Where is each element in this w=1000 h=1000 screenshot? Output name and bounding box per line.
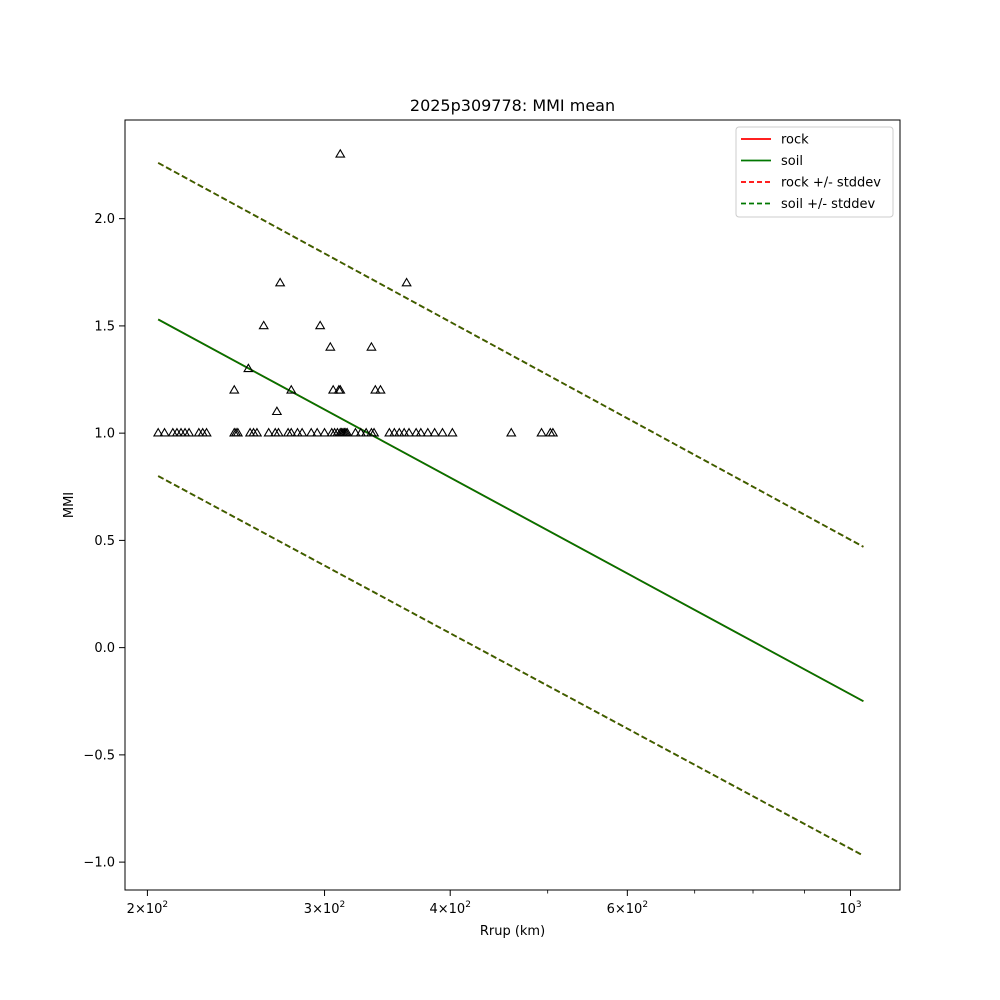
observation-marker [536, 427, 547, 437]
observation-marker [401, 277, 412, 287]
legend-box [735, 126, 894, 218]
observation-marker [403, 427, 415, 437]
observation-marker [286, 384, 297, 394]
x-tick-label: 3×102 [304, 900, 345, 917]
observation-marker [152, 427, 164, 437]
observation-marker [183, 427, 195, 437]
observation-marker [335, 148, 346, 158]
legend: rock soil rock +/- stddev soil +/- stddev [735, 126, 894, 218]
observation-marker [314, 320, 326, 330]
observation-marker [273, 427, 284, 437]
observation-marker [341, 427, 353, 437]
chart-title: 2025p309778: MMI mean [410, 96, 615, 115]
observation-marker [506, 427, 517, 437]
observation-marker [286, 427, 297, 437]
x-axis: 2×102 3×102 4×102 6×102 103 [127, 890, 862, 917]
observation-marker [368, 427, 380, 437]
observation-marker [437, 427, 448, 437]
x-tick-label: 4×102 [429, 900, 470, 917]
x-tick-label: 2×102 [127, 900, 168, 917]
observation-marker [360, 427, 372, 437]
observation-marker [311, 427, 323, 437]
series-line-soil-stddev-lower [157, 475, 864, 857]
observation-marker [271, 406, 283, 416]
plot-area [152, 148, 864, 857]
observation-marker [263, 427, 274, 437]
y-tick-label: 0.5 [94, 534, 115, 549]
observation-marker [375, 384, 386, 394]
observation-marker [335, 384, 346, 394]
observation-marker [389, 427, 400, 437]
observation-marker [258, 320, 269, 330]
observation-marker [547, 427, 559, 437]
legend-label: rock [781, 133, 809, 148]
observation-marker [384, 427, 395, 437]
y-tick-label: 0.0 [94, 641, 115, 656]
x-tick-label: 103 [839, 900, 861, 917]
series-line-soil-main [157, 318, 864, 703]
observation-marker [274, 277, 286, 287]
observation-marker [159, 427, 170, 437]
observation-marker [355, 427, 367, 437]
y-tick-label: 1.0 [94, 427, 115, 442]
legend-label: rock +/- stddev [781, 176, 881, 191]
y-tick-label: −0.5 [83, 748, 115, 763]
observation-marker [447, 427, 458, 437]
y-tick-label: −1.0 [83, 856, 115, 871]
observation-marker [370, 384, 381, 394]
series-line-soil-stddev-upper [157, 162, 864, 548]
observation-marker [232, 427, 244, 437]
x-axis-label: Rrup (km) [480, 924, 545, 939]
legend-label: soil [781, 154, 803, 169]
observation-marker [325, 341, 336, 351]
observation-marker [422, 427, 434, 437]
observation-marker [201, 427, 212, 437]
observation-marker [429, 427, 440, 437]
x-tick-label: 6×102 [607, 900, 648, 917]
observation-marker [251, 427, 263, 437]
observation-marker [327, 384, 339, 394]
observation-marker [229, 384, 240, 394]
observation-marker [350, 427, 361, 437]
observation-marker [305, 427, 317, 437]
observation-marker [319, 427, 330, 437]
y-tick-label: 2.0 [94, 212, 115, 227]
observation-marker [415, 427, 427, 437]
y-axis: −1.0 −0.5 0.0 0.5 1.0 1.5 2.0 [83, 212, 125, 871]
y-tick-label: 1.5 [94, 319, 115, 334]
observation-marker [243, 363, 254, 373]
observation-marker [296, 427, 308, 437]
axes-frame [124, 119, 901, 891]
legend-label: soil +/- stddev [781, 197, 876, 212]
observation-marker [366, 341, 377, 351]
y-axis-label: MMI [62, 492, 77, 518]
